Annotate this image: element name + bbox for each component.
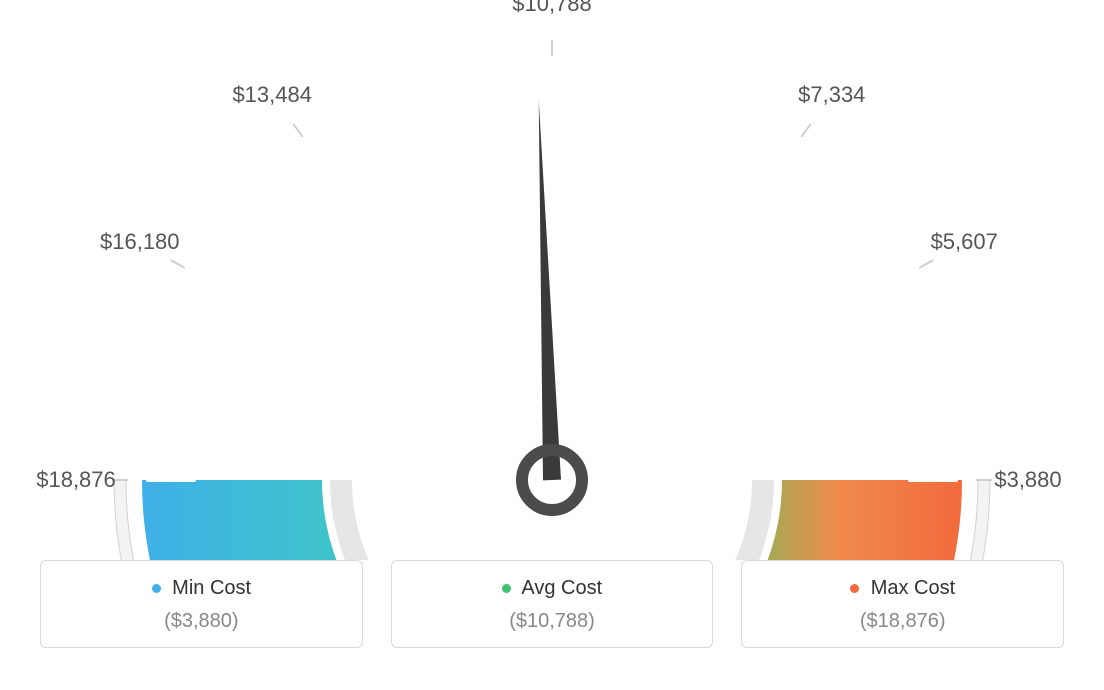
gauge-svg <box>0 0 1104 560</box>
gauge-tick-label: $16,180 <box>100 229 180 255</box>
legend-avg-value: ($10,788) <box>402 610 703 633</box>
legend-max-value: ($18,876) <box>752 610 1053 633</box>
gauge-tick-label: $10,788 <box>512 0 592 17</box>
gauge-tick-label: $5,607 <box>931 229 998 255</box>
gauge-tick-label: $3,880 <box>994 467 1061 493</box>
legend-avg-dot <box>502 584 511 593</box>
legend-min-label: Min Cost <box>172 577 251 599</box>
legend-avg-label: Avg Cost <box>521 577 602 599</box>
legend-max-dot <box>850 584 859 593</box>
legend-max-label: Max Cost <box>871 577 955 599</box>
gauge-tick-label: $18,876 <box>36 467 116 493</box>
gauge-tick-label: $13,484 <box>232 82 312 108</box>
legend-min-dot <box>152 584 161 593</box>
legend-min-title: Min Cost <box>51 577 352 600</box>
gauge: $3,880 $5,607 $7,334 $10,788 $13,484 $16,180 $… <box>0 0 1104 560</box>
legend-avg-title: Avg Cost <box>402 577 703 600</box>
legend-card-avg: Avg Cost ($10,788) <box>391 560 714 648</box>
legend-max-title: Max Cost <box>752 577 1053 600</box>
legend-min-value: ($3,880) <box>51 610 352 633</box>
legend-row: Min Cost ($3,880) Avg Cost ($10,788) Max… <box>0 560 1104 648</box>
legend-card-min: Min Cost ($3,880) <box>40 560 363 648</box>
chart-container: $3,880 $5,607 $7,334 $10,788 $13,484 $16,180 $… <box>0 0 1104 690</box>
legend-card-max: Max Cost ($18,876) <box>741 560 1064 648</box>
gauge-tick-label: $7,334 <box>798 82 865 108</box>
